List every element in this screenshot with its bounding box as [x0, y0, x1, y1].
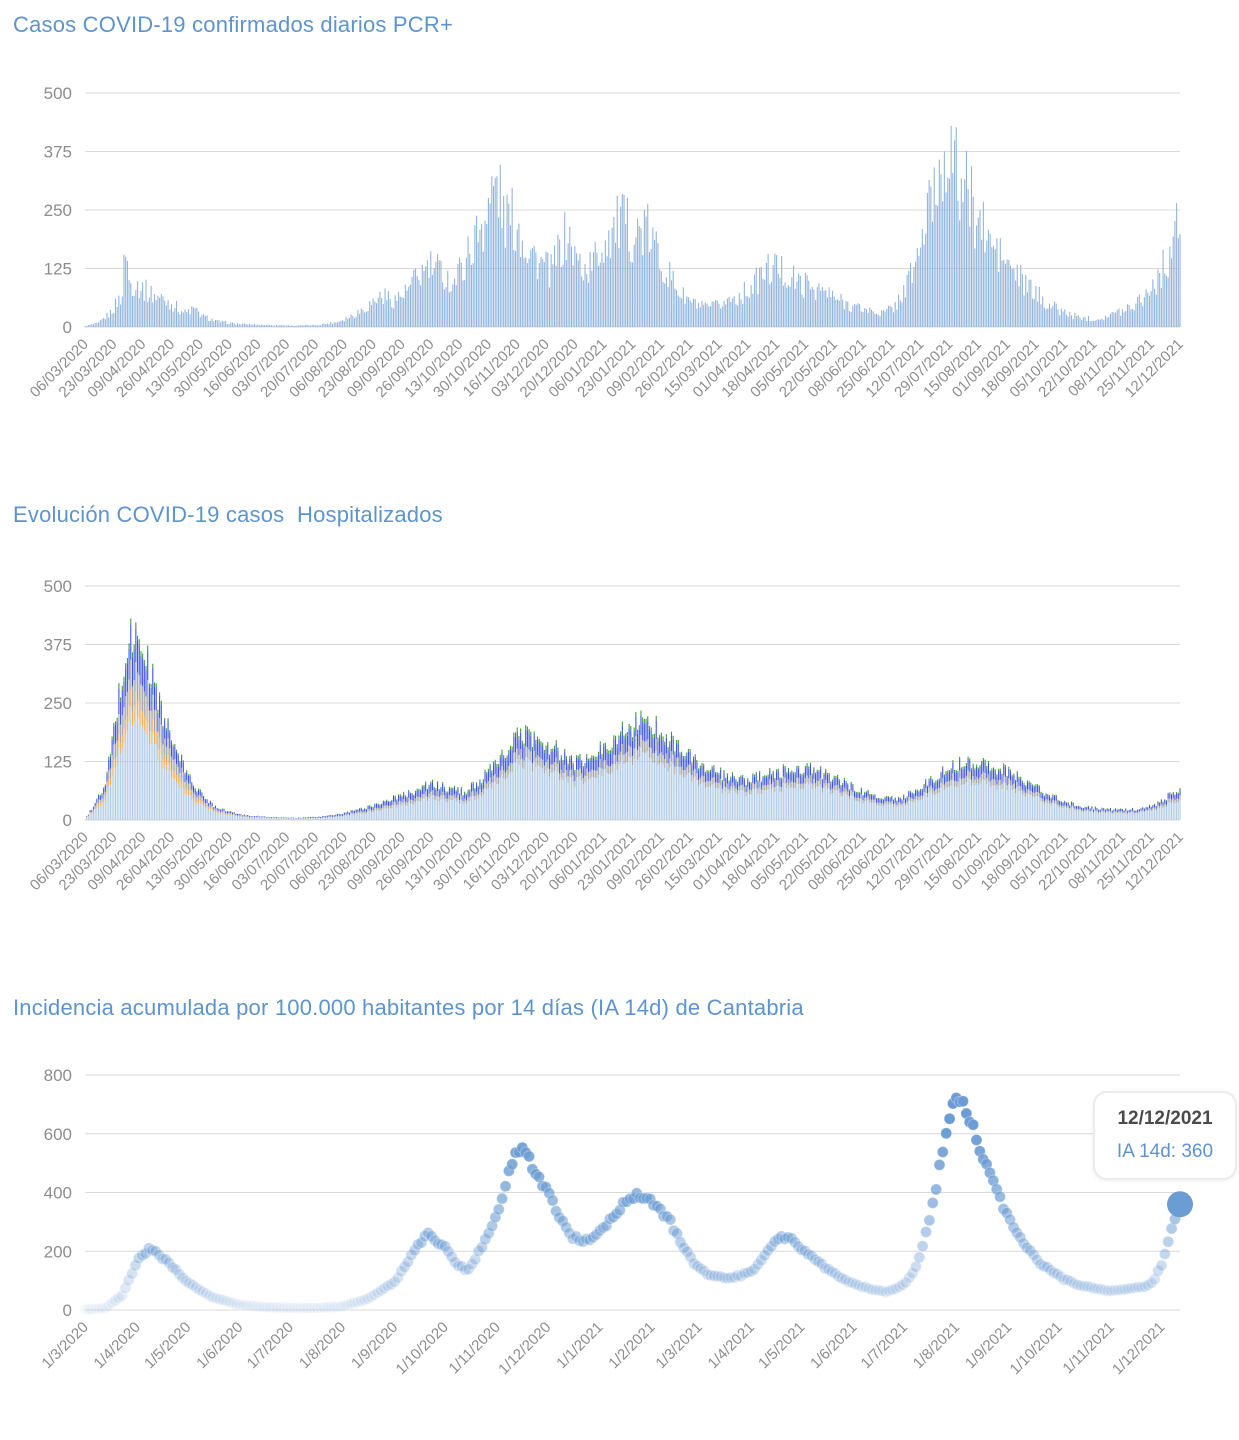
- ia14d-scatter-chart[interactable]: 02004006008001/3/20201/4/20201/5/20201/6…: [0, 1021, 1239, 1427]
- svg-text:1/12/2020: 1/12/2020: [495, 1319, 554, 1378]
- daily-pcr-cases-bar-chart[interactable]: 0 125 250 375 500 06/03/202023/03/202009/04/2…: [0, 38, 1239, 446]
- svg-text:1/12/2021: 1/12/2021: [1109, 1319, 1168, 1378]
- hospitalized-evolution-section: Evolución COVID-19 casos Hospitalizados …: [0, 502, 1239, 933]
- svg-text:1/4/2020: 1/4/2020: [91, 1319, 144, 1372]
- svg-text:125: 125: [44, 260, 72, 279]
- hospitalized-evolution-title: Evolución COVID-19 casos Hospitalizados: [13, 502, 443, 527]
- svg-text:1/7/2020: 1/7/2020: [244, 1319, 297, 1372]
- svg-text:375: 375: [44, 143, 72, 162]
- svg-text:250: 250: [44, 694, 72, 713]
- svg-text:1/1/2021: 1/1/2021: [553, 1319, 606, 1372]
- hospitalized-stacked-bars: [84, 618, 1181, 820]
- x-axis: 1/3/20201/4/20201/5/20201/6/20201/7/2020…: [39, 1319, 1169, 1378]
- svg-text:1/5/2021: 1/5/2021: [755, 1319, 808, 1372]
- daily-pcr-cases-chart-wrap: 0 125 250 375 500 06/03/2020 23/03/2020 09/04/2…: [0, 38, 1239, 446]
- daily-pcr-cases-section: Casos COVID-19 confirmados diarios PCR+ …: [0, 12, 1239, 446]
- svg-text:1/11/2021: 1/11/2021: [1059, 1319, 1117, 1377]
- svg-text:125: 125: [44, 753, 72, 772]
- svg-text:200: 200: [44, 1242, 72, 1261]
- svg-text:1/10/2021: 1/10/2021: [1007, 1319, 1066, 1378]
- daily-cases-bars: [84, 125, 1181, 327]
- x-axis: 06/03/202023/03/202009/04/202026/04/2020…: [27, 829, 1187, 894]
- ia14d-incidence-section: Incidencia acumulada por 100.000 habitan…: [0, 995, 1239, 1427]
- svg-text:400: 400: [44, 1184, 72, 1203]
- ia14d-points: [79, 1092, 1185, 1316]
- svg-text:1/5/2020: 1/5/2020: [141, 1319, 194, 1372]
- y-axis: 0 200 400 600 800: [44, 1066, 1180, 1320]
- svg-text:0: 0: [63, 318, 72, 337]
- svg-text:1/8/2020: 1/8/2020: [296, 1319, 349, 1372]
- svg-text:600: 600: [44, 1125, 72, 1144]
- svg-text:1/3/2021: 1/3/2021: [652, 1319, 705, 1372]
- svg-text:0: 0: [63, 811, 72, 830]
- svg-text:1/4/2021: 1/4/2021: [705, 1319, 758, 1372]
- svg-text:1/6/2021: 1/6/2021: [807, 1319, 860, 1372]
- hospitalized-stacked-bar-chart[interactable]: 0 125 250 375 500 06/03/202023/03/202009/04/2…: [0, 528, 1239, 933]
- tooltip: 12/12/2021 IA 14d: 360: [1093, 1091, 1237, 1180]
- svg-text:1/6/2020: 1/6/2020: [193, 1319, 246, 1372]
- highlighted-point[interactable]: [1167, 1191, 1193, 1218]
- x-axis: 06/03/202023/03/202009/04/202026/04/2020…: [27, 336, 1187, 401]
- svg-text:500: 500: [44, 84, 72, 103]
- svg-text:1/8/2021: 1/8/2021: [910, 1319, 963, 1372]
- svg-text:500: 500: [44, 577, 72, 596]
- ia14d-incidence-title: Incidencia acumulada por 100.000 habitan…: [13, 995, 804, 1020]
- svg-text:1/7/2021: 1/7/2021: [858, 1319, 911, 1372]
- svg-text:800: 800: [44, 1066, 72, 1085]
- svg-text:250: 250: [44, 201, 72, 220]
- svg-text:1/2/2021: 1/2/2021: [605, 1319, 658, 1372]
- y-axis: 0 125 250 375 500: [44, 84, 1180, 337]
- tooltip-value: IA 14d: 360: [1116, 1141, 1214, 1162]
- tooltip-date: 12/12/2021: [1117, 1108, 1213, 1129]
- svg-text:1/3/2020: 1/3/2020: [39, 1319, 92, 1372]
- daily-pcr-cases-title: Casos COVID-19 confirmados diarios PCR+: [13, 12, 454, 37]
- hospitalized-evolution-chart-wrap: 0 125 250 375 500 06/03/2020 23/03/2020 09/04/2…: [0, 528, 1239, 933]
- svg-text:1/10/2020: 1/10/2020: [393, 1319, 452, 1378]
- svg-text:1/11/2020: 1/11/2020: [446, 1319, 504, 1377]
- svg-text:0: 0: [63, 1301, 72, 1320]
- svg-text:375: 375: [44, 636, 72, 655]
- ia14d-incidence-chart-wrap: 0 200 400 600 800 1/3/2020 1/4/2020 1/5/2020 1/6…: [0, 1021, 1239, 1427]
